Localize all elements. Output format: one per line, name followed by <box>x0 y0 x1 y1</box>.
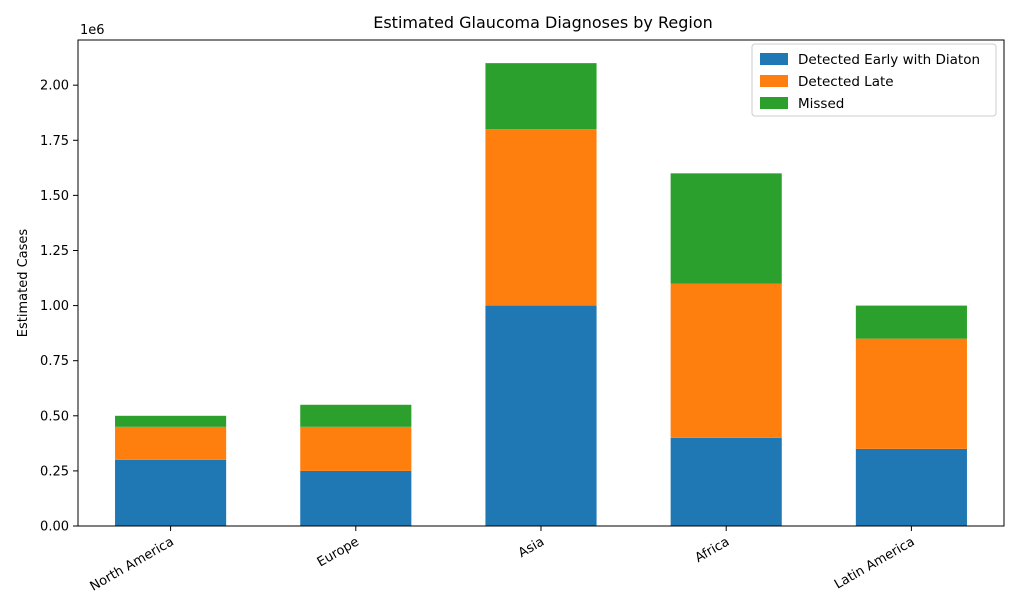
legend-box <box>751 43 997 117</box>
x-tick-label: Asia <box>516 534 547 561</box>
bar-europe-series-0 <box>300 470 412 526</box>
y-tick-label: 0.50 <box>40 409 69 424</box>
bar-africa-series-1 <box>670 283 782 438</box>
bar-asia-series-0 <box>485 305 597 526</box>
legend-label: Detected Late <box>798 74 894 90</box>
bar-asia-series-1 <box>485 129 597 306</box>
y-tick-label: 2.00 <box>40 79 69 94</box>
legend-swatch <box>760 97 788 109</box>
bar-north-america-series-2 <box>115 415 227 427</box>
x-tick-label: Africa <box>693 534 733 566</box>
bars-layer <box>115 63 967 526</box>
y-axis-label: Estimated Cases <box>16 229 31 338</box>
bar-europe-series-1 <box>300 426 412 471</box>
y-tick-label: 0.75 <box>40 354 69 369</box>
bar-latin-america-series-2 <box>855 305 967 339</box>
y-tick-label: 0.00 <box>40 520 69 535</box>
y-tick-label: 1.75 <box>40 134 69 149</box>
y-axis-offset-label: 1e6 <box>80 23 105 38</box>
legend-label: Missed <box>798 96 844 112</box>
legend: Detected Early with Diaton Detected Late M… <box>751 43 997 117</box>
bar-africa-series-0 <box>670 437 782 526</box>
legend-label: Detected Early with Diaton <box>798 52 980 68</box>
x-tick-label: Latin America <box>832 534 917 592</box>
bar-latin-america-series-0 <box>855 448 967 526</box>
x-tick-label: North America <box>88 534 177 594</box>
bar-europe-series-2 <box>300 404 412 427</box>
bar-north-america-series-1 <box>115 426 227 460</box>
y-tick-label: 0.25 <box>40 464 69 479</box>
bar-africa-series-2 <box>670 173 782 284</box>
bar-north-america-series-0 <box>115 459 227 526</box>
legend-swatch <box>760 53 788 65</box>
legend-swatch <box>760 75 788 87</box>
x-tick-label: Europe <box>315 534 362 570</box>
bar-latin-america-series-1 <box>855 338 967 449</box>
chart-title: Estimated Glaucoma Diagnoses by Region <box>373 13 713 32</box>
y-tick-label: 1.25 <box>40 244 69 259</box>
y-tick-label: 1.50 <box>40 189 69 204</box>
bar-asia-series-2 <box>485 63 597 130</box>
y-tick-label: 1.00 <box>40 299 69 314</box>
